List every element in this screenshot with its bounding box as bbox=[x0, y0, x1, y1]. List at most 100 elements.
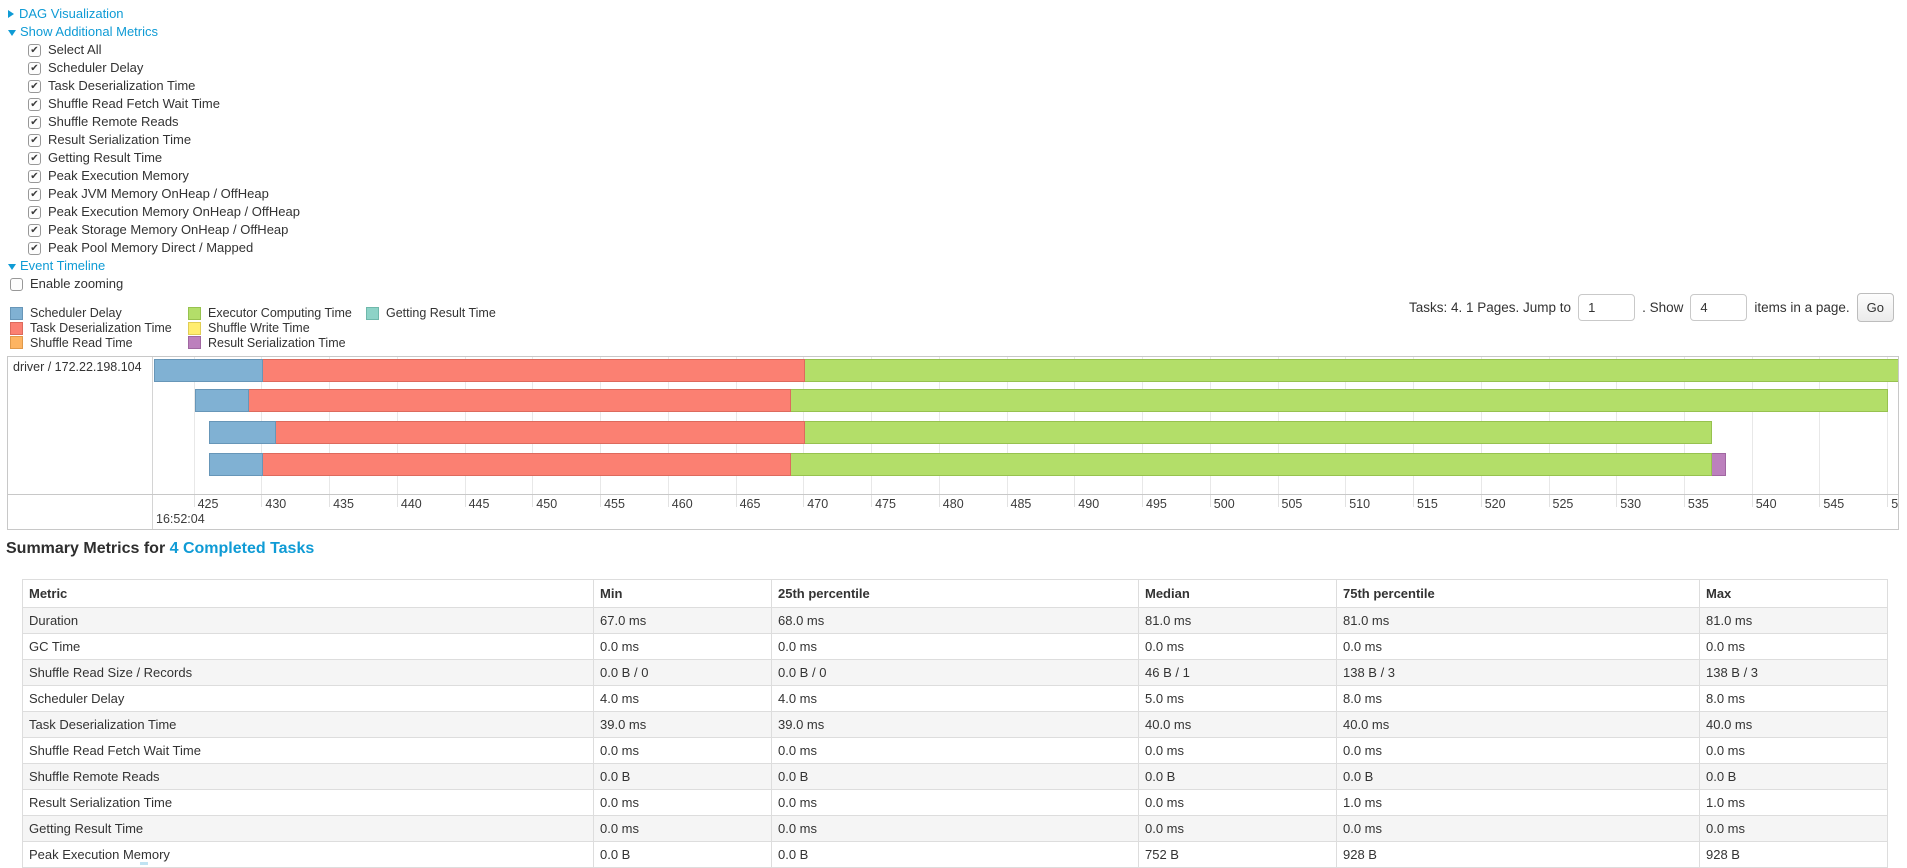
axis-tick bbox=[600, 495, 602, 507]
summary-cell: 0.0 ms bbox=[1336, 737, 1700, 764]
checkbox-icon[interactable] bbox=[28, 169, 41, 183]
metric-checkbox-label[interactable]: Peak Pool Memory Direct / Mapped bbox=[48, 240, 254, 255]
summary-row: Result Serialization Time 0.0 ms 0.0 ms 0.0… bbox=[22, 789, 1888, 816]
event-timeline-link[interactable]: Event Timeline bbox=[20, 258, 106, 273]
checkbox-icon[interactable] bbox=[28, 223, 41, 237]
axis-tick-label: 475 bbox=[875, 497, 896, 511]
show-additional-metrics-row: Show Additional Metrics bbox=[8, 23, 300, 41]
metric-checkbox-label[interactable]: Scheduler Delay bbox=[48, 60, 144, 75]
metric-checkbox-label[interactable]: Result Serialization Time bbox=[48, 132, 192, 147]
task-segment-scheduler_delay[interactable] bbox=[154, 359, 263, 382]
task-segment-task_deser[interactable] bbox=[276, 421, 805, 444]
checkbox-icon[interactable] bbox=[28, 187, 41, 201]
metric-checkbox-label[interactable]: Getting Result Time bbox=[48, 150, 163, 165]
summary-cell: 138 B / 3 bbox=[1699, 659, 1888, 686]
axis-tick-label: 535 bbox=[1687, 497, 1709, 511]
metric-checkbox-label[interactable]: Peak JVM Memory OnHeap / OffHeap bbox=[48, 186, 269, 201]
summary-column-header: Max bbox=[1699, 579, 1888, 608]
completed-tasks-link[interactable]: 4 Completed Tasks bbox=[169, 540, 315, 557]
axis-tick-label: 515 bbox=[1417, 497, 1438, 511]
axis-tick bbox=[1683, 495, 1685, 507]
legend-swatch-icon bbox=[366, 306, 379, 320]
summary-cell: 0.0 B bbox=[1138, 763, 1337, 790]
timeline-axis-labels: 425 430 435 440 445 450 455 460 465 470 475 480 485 4… bbox=[153, 495, 1898, 529]
metric-checkbox-row: Scheduler Delay bbox=[8, 59, 300, 77]
task-segment-scheduler_delay[interactable] bbox=[208, 421, 277, 444]
show-additional-metrics-link[interactable]: Show Additional Metrics bbox=[20, 24, 159, 39]
legend-swatch-icon bbox=[10, 336, 23, 350]
axis-tick bbox=[532, 495, 534, 507]
summary-cell: 752 B bbox=[1138, 841, 1337, 868]
checkbox-icon[interactable] bbox=[28, 205, 41, 219]
summary-heading-text: Summary Metrics for bbox=[6, 540, 170, 557]
timeline-plot bbox=[153, 357, 1898, 494]
axis-tick-label: 425 bbox=[197, 497, 219, 511]
axis-tick-label: 495 bbox=[1146, 497, 1167, 511]
checkbox-icon[interactable] bbox=[28, 61, 41, 75]
checkbox-icon[interactable] bbox=[28, 151, 41, 165]
legend-label: Result Serialization Time bbox=[208, 335, 346, 350]
summary-cell: 40.0 ms bbox=[1336, 711, 1700, 738]
checkbox-icon[interactable] bbox=[28, 97, 41, 111]
enable-zooming-label[interactable]: Enable zooming bbox=[30, 276, 124, 291]
checkbox-icon[interactable] bbox=[28, 241, 41, 255]
metric-checkbox-label[interactable]: Peak Execution Memory OnHeap / OffHeap bbox=[48, 204, 300, 219]
axis-tick bbox=[871, 495, 873, 507]
task-segment-result_ser[interactable] bbox=[1712, 453, 1726, 476]
jump-to-page-input[interactable] bbox=[1578, 293, 1636, 321]
task-bar[interactable] bbox=[154, 359, 1898, 382]
metric-checkbox-label[interactable]: Task Deserialization Time bbox=[48, 78, 196, 93]
legend-item: Scheduler Delay bbox=[10, 306, 188, 321]
task-segment-executor_computing[interactable] bbox=[804, 421, 1713, 444]
axis-tick-label: 520 bbox=[1484, 497, 1506, 511]
task-segment-task_deser[interactable] bbox=[249, 389, 792, 412]
gridline bbox=[193, 357, 195, 494]
items-per-page-input[interactable] bbox=[1690, 293, 1748, 321]
task-bar[interactable] bbox=[208, 453, 1726, 476]
axis-tick-label: 435 bbox=[333, 497, 354, 511]
axis-tick-label: 505 bbox=[1281, 497, 1303, 511]
checkbox-icon[interactable] bbox=[28, 79, 41, 93]
checkbox-icon[interactable] bbox=[28, 43, 41, 57]
legend-swatch-icon bbox=[10, 306, 23, 320]
summary-row: Shuffle Read Size / Records 0.0 B / 0 0.0 … bbox=[22, 659, 1888, 686]
legend-label: Shuffle Read Time bbox=[30, 335, 133, 350]
summary-cell: 0.0 B bbox=[593, 841, 772, 868]
task-segment-executor_computing[interactable] bbox=[791, 389, 1889, 412]
summary-cell: 0.0 ms bbox=[1138, 815, 1337, 842]
task-segment-scheduler_delay[interactable] bbox=[195, 389, 250, 412]
summary-cell: 0.0 B bbox=[593, 763, 772, 790]
axis-tick bbox=[667, 495, 669, 507]
checkbox-icon[interactable] bbox=[28, 115, 41, 129]
dag-visualization-link[interactable]: DAG Visualization bbox=[19, 6, 124, 21]
metric-checkbox-label[interactable]: Shuffle Read Fetch Wait Time bbox=[48, 96, 220, 111]
metric-checkbox-label[interactable]: Peak Storage Memory OnHeap / OffHeap bbox=[48, 222, 289, 237]
timeline-axis: 425 430 435 440 445 450 455 460 465 470 475 480 485 4… bbox=[8, 494, 1898, 529]
task-segment-task_deser[interactable] bbox=[262, 453, 792, 476]
enable-zooming-checkbox[interactable] bbox=[10, 277, 23, 291]
go-button[interactable]: Go bbox=[1856, 292, 1894, 322]
axis-tick-label: 440 bbox=[400, 497, 422, 511]
task-segment-executor_computing[interactable] bbox=[804, 359, 1898, 382]
task-segment-scheduler_delay[interactable] bbox=[208, 453, 263, 476]
axis-tick bbox=[803, 495, 805, 507]
metric-checkbox-row: Peak Pool Memory Direct / Mapped bbox=[8, 239, 300, 257]
metric-checkbox-label[interactable]: Shuffle Remote Reads bbox=[48, 114, 179, 129]
task-bar[interactable] bbox=[195, 389, 1889, 412]
summary-cell: 0.0 B / 0 bbox=[593, 659, 772, 686]
legend-label: Shuffle Write Time bbox=[208, 321, 310, 336]
summary-cell: 1.0 ms bbox=[1699, 789, 1888, 816]
metric-checkbox-row: Peak Storage Memory OnHeap / OffHeap bbox=[8, 221, 300, 239]
task-segment-task_deser[interactable] bbox=[262, 359, 805, 382]
summary-cell: 0.0 B / 0 bbox=[771, 659, 1139, 686]
metric-checkbox-label[interactable]: Select All bbox=[48, 42, 102, 57]
summary-cell: 67.0 ms bbox=[593, 607, 772, 634]
axis-tick-label: 485 bbox=[1010, 497, 1032, 511]
summary-column-header: 25th percentile bbox=[771, 579, 1139, 608]
task-bar[interactable] bbox=[208, 421, 1713, 444]
enable-zooming-row: Enable zooming bbox=[8, 275, 300, 293]
summary-cell: Result Serialization Time bbox=[22, 789, 594, 816]
task-segment-executor_computing[interactable] bbox=[791, 453, 1713, 476]
checkbox-icon[interactable] bbox=[28, 133, 41, 147]
metric-checkbox-label[interactable]: Peak Execution Memory bbox=[48, 168, 189, 183]
